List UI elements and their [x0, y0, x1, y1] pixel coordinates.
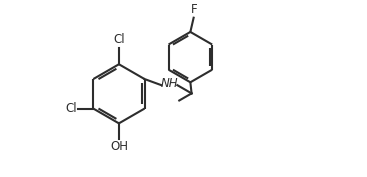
Text: F: F [191, 3, 197, 16]
Text: Cl: Cl [113, 33, 125, 46]
Text: Cl: Cl [66, 102, 77, 115]
Text: OH: OH [110, 140, 128, 153]
Text: NH: NH [160, 77, 178, 90]
